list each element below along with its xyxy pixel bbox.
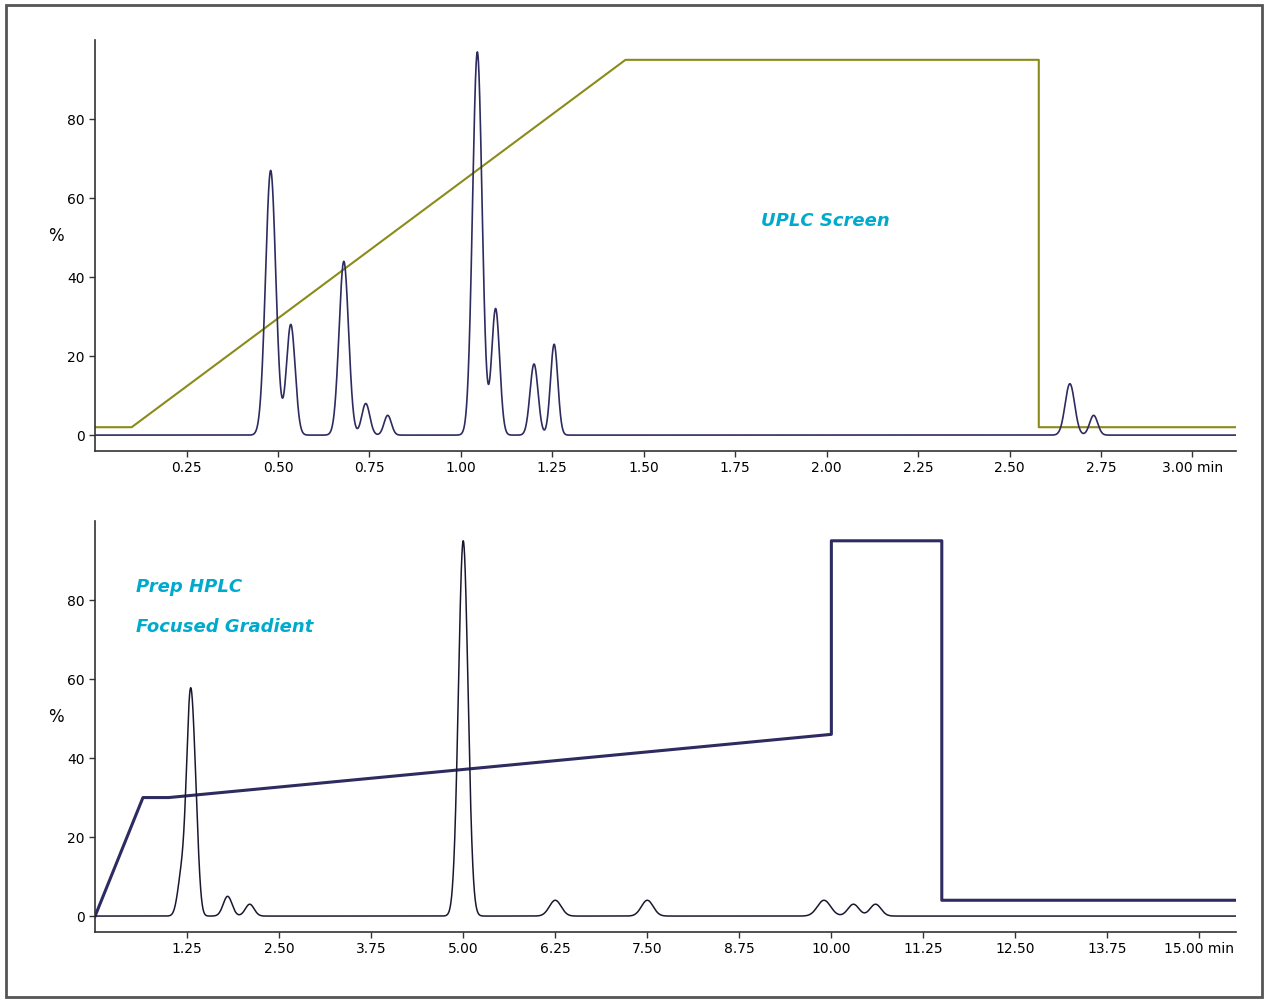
Y-axis label: %: % — [48, 227, 63, 245]
Text: Prep HPLC: Prep HPLC — [136, 578, 242, 596]
Y-axis label: %: % — [48, 708, 63, 726]
Text: UPLC Screen: UPLC Screen — [761, 211, 890, 229]
Text: Focused Gradient: Focused Gradient — [136, 617, 313, 635]
